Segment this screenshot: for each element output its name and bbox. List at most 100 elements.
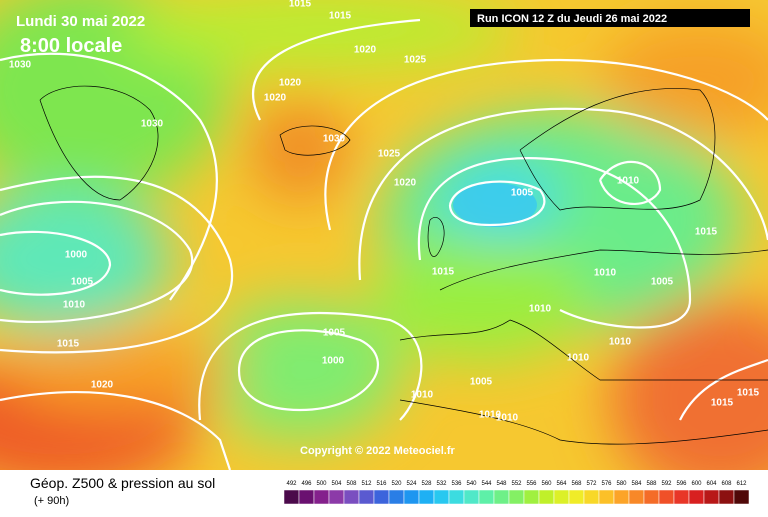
isobar-label: 1030 <box>141 119 164 130</box>
scale-swatch <box>553 489 570 505</box>
scale-label: 524 <box>406 481 417 487</box>
scale-label: 504 <box>331 481 342 487</box>
footer-title: Géop. Z500 & pression au sol <box>30 475 215 491</box>
scale-label: 528 <box>421 481 432 487</box>
isobar-label: 1010 <box>479 410 502 421</box>
scale-swatch <box>568 489 585 505</box>
isobar-label: 1020 <box>91 380 114 391</box>
scale-label: 532 <box>436 481 447 487</box>
scale-label: 492 <box>286 481 297 487</box>
scale-label: 596 <box>676 481 687 487</box>
isobars <box>0 18 768 471</box>
isobar-label: 1015 <box>289 0 312 10</box>
isobar-label: 1020 <box>264 93 287 104</box>
scale-label: 500 <box>316 481 327 487</box>
isobar-label: 1010 <box>594 268 617 279</box>
isobar-label: 1010 <box>411 390 434 401</box>
scale-swatch <box>643 489 660 505</box>
isobar-label: 1020 <box>394 178 417 189</box>
scale-label: 552 <box>511 481 522 487</box>
scale-swatch <box>523 489 540 505</box>
isobar-label: 1015 <box>329 11 352 22</box>
scale-swatch <box>673 489 690 505</box>
scale-swatch <box>628 489 645 505</box>
scale-swatch <box>583 489 600 505</box>
scale-label: 540 <box>466 481 477 487</box>
scale-label: 576 <box>601 481 612 487</box>
scale-label: 520 <box>391 481 402 487</box>
scale-swatch <box>313 489 330 505</box>
scale-label: 544 <box>481 481 492 487</box>
isobar-label: 1010 <box>496 413 519 424</box>
isobar-label: 1030 <box>9 60 32 71</box>
scale-label: 572 <box>586 481 597 487</box>
isobar-label: 1025 <box>378 149 401 160</box>
scale-label: 564 <box>556 481 567 487</box>
scale-swatch <box>403 489 420 505</box>
scale-swatch <box>298 489 315 505</box>
scale-label: 548 <box>496 481 507 487</box>
scale-swatch <box>343 489 360 505</box>
isobar-label: 1005 <box>511 188 534 199</box>
scale-swatch <box>658 489 675 505</box>
isobar-label: 1005 <box>651 277 674 288</box>
isobar-label: 1010 <box>567 353 590 364</box>
scale-label: 584 <box>631 481 642 487</box>
isobar-label: 1005 <box>470 377 493 388</box>
scale-swatch <box>718 489 735 505</box>
isobar-label: 1020 <box>354 45 377 56</box>
lead-time: (+ 90h) <box>34 495 69 507</box>
isobar-label: 1010 <box>529 304 552 315</box>
scale-swatch <box>733 489 750 505</box>
isobar-label: 1025 <box>404 55 427 66</box>
run: Run ICON 12 Z du Jeudi 26 mai 2022 <box>477 13 667 25</box>
isobar-label: 1010 <box>617 176 640 187</box>
header: Lundi 30 mai 2022 8:00 locale Run ICON 1… <box>16 9 750 457</box>
isobar-label: 1010 <box>63 300 86 311</box>
scale-swatch <box>358 489 375 505</box>
isobar-label: 1000 <box>65 250 88 261</box>
scale-label: 508 <box>346 481 357 487</box>
field <box>0 0 768 500</box>
date: Lundi 30 mai 2022 <box>16 13 145 30</box>
isobar-label: 1015 <box>695 227 718 238</box>
copyright: Copyright © 2022 Meteociel.fr <box>300 445 456 457</box>
isobar-labels: 1015101510201025103010201020103010301025… <box>9 0 760 424</box>
isobar-label: 1010 <box>609 337 632 348</box>
scale-swatch <box>418 489 435 505</box>
isobar-label: 1015 <box>737 388 760 399</box>
scale-label: 496 <box>301 481 312 487</box>
scale-swatch <box>433 489 450 505</box>
scale-swatch <box>328 489 345 505</box>
isobar-label: 1030 <box>323 134 346 145</box>
scale-label: 536 <box>451 481 462 487</box>
scale-label: 556 <box>526 481 537 487</box>
scale-swatch <box>478 489 495 505</box>
scale-swatch <box>283 489 300 505</box>
scale-swatch <box>388 489 405 505</box>
scale-swatch <box>703 489 720 505</box>
isobar-label: 1015 <box>57 339 80 350</box>
isobar-label: 1015 <box>711 398 734 409</box>
scale-label: 612 <box>736 481 747 487</box>
scale-swatch <box>373 489 390 505</box>
scale-label: 604 <box>706 481 717 487</box>
scale-label: 516 <box>376 481 387 487</box>
isobar-label: 1015 <box>432 267 455 278</box>
scale-label: 512 <box>361 481 372 487</box>
scale-swatch <box>463 489 480 505</box>
scale-swatch <box>448 489 465 505</box>
scale-swatch <box>508 489 525 505</box>
scale-label: 608 <box>721 481 732 487</box>
isobar-label: 1020 <box>279 78 302 89</box>
scale-swatch <box>598 489 615 505</box>
scale-label: 600 <box>691 481 702 487</box>
scale-label: 580 <box>616 481 627 487</box>
scale-label: 568 <box>571 481 582 487</box>
scale-swatch <box>613 489 630 505</box>
coastlines <box>39 85 768 445</box>
scale-swatch <box>688 489 705 505</box>
run-box <box>470 9 750 27</box>
